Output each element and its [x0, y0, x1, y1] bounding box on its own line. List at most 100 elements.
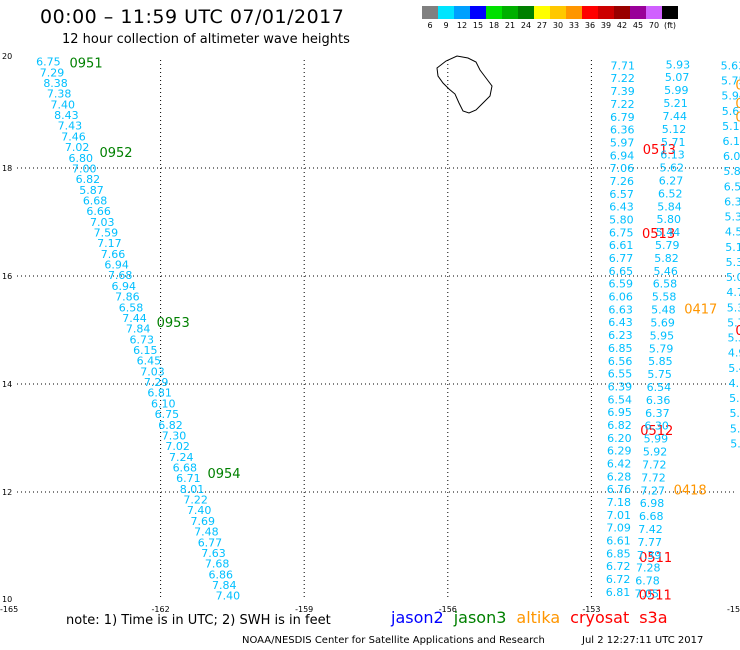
swh-value-altika: 6.30 [644, 420, 669, 433]
colorbar-swatch [646, 6, 662, 19]
swh-value-cryosat: 7.09 [606, 522, 631, 535]
swh-value-cryosat: 6.39 [608, 380, 633, 393]
swh-value-altika: 5.95 [650, 329, 675, 342]
swh-value-s3a: 5. [729, 407, 740, 420]
swh-value-cryosat: 7.39 [610, 85, 635, 98]
y-tick-label: 20 [2, 52, 12, 61]
swh-value-jason3: 7.00 [72, 162, 97, 175]
satellite-legend: jason2 jason3 altika cryosat s3a [391, 608, 678, 627]
swh-value-jason3: 7.48 [194, 526, 219, 539]
swh-value-jason3: 6.58 [119, 301, 144, 314]
swh-value-jason3: 7.29 [40, 66, 64, 79]
x-tick-label: -156 [439, 605, 457, 614]
pass-time-label-jason3: 0954 [207, 467, 240, 482]
swh-value-jason3: 7.66 [101, 248, 126, 261]
swh-value-altika: 5.44 [656, 226, 681, 239]
colorbar-swatch [598, 6, 614, 19]
swh-value-altika: 6.68 [639, 510, 664, 523]
colorbar-swatch [502, 6, 518, 19]
swh-value-s3a: 5.45 [728, 362, 740, 375]
swh-value-jason3: 6.45 [137, 355, 162, 368]
swh-value-s3a: 5.37 [724, 211, 740, 224]
swh-value-cryosat: 6.36 [610, 124, 635, 137]
swh-value-jason3: 6.75 [36, 56, 61, 69]
swh-value-jason3: 7.40 [187, 504, 212, 517]
swh-value-jason3: 7.02 [65, 141, 90, 154]
swh-value-jason3: 7.68 [108, 269, 132, 282]
swh-value-s3a: 5.39 [727, 301, 740, 314]
swh-value-altika: 5.58 [652, 291, 677, 304]
pass-time-label-cryosat: 0513 [643, 143, 676, 158]
swh-value-s3a: 4.55 [725, 226, 740, 239]
swh-value-cryosat: 6.23 [608, 329, 633, 342]
swh-value-cryosat: 6.81 [606, 586, 631, 599]
swh-value-jason3: 7.84 [212, 579, 237, 592]
swh-value-jason3: 8.38 [43, 77, 68, 90]
colorbar-label: 33 [568, 21, 580, 30]
swh-value-cryosat: 6.20 [607, 432, 632, 445]
swh-value-altika: 5.82 [654, 252, 679, 265]
hawaii-island-coastline [436, 55, 493, 114]
swh-value-altika: 5.92 [643, 446, 668, 459]
swh-value-cryosat: 6.54 [608, 393, 633, 406]
swh-value-jason3: 6.15 [133, 344, 158, 357]
swh-value-altika: 5.79 [649, 342, 674, 355]
swh-value-altika: 5.84 [657, 200, 682, 213]
swh-value-jason3: 7.29 [144, 376, 169, 389]
swh-value-s3a: 6.19 [723, 135, 740, 148]
swh-value-jason3: 8.43 [54, 109, 78, 122]
colorbar-swatch [486, 6, 502, 19]
swh-value-cryosat: 6.75 [609, 226, 634, 239]
swh-value-cryosat: 6.79 [610, 111, 635, 124]
pass-time-label-cryosat: 0511 [639, 551, 672, 566]
swh-value-cryosat: 6.55 [608, 368, 633, 381]
swh-value-s3a: 5.75 [727, 316, 740, 329]
colorbar-swatch [614, 6, 630, 19]
swh-value-altika: 6.98 [640, 497, 665, 510]
x-tick-label: -165 [0, 605, 18, 614]
swh-value-altika: 7.28 [636, 562, 661, 575]
legend-cryosat: cryosat [570, 608, 630, 627]
pass-time-label-jason3: 0953 [157, 316, 190, 331]
swh-value-altika: 5.99 [664, 84, 689, 97]
swh-value-jason3: 6.94 [112, 280, 137, 293]
swh-value-s3a: 5.06 [726, 271, 740, 284]
swh-value-cryosat: 6.42 [607, 457, 632, 470]
swh-value-jason3: 7.68 [205, 558, 230, 571]
swh-value-altika: 5.75 [647, 368, 672, 381]
colorbar-swatch [470, 6, 486, 19]
swh-value-cryosat: 6.82 [607, 419, 632, 432]
swh-value-s3a: 5.2 [729, 392, 740, 405]
swh-value-cryosat: 6.28 [607, 470, 632, 483]
swh-value-jason3: 7.86 [115, 291, 140, 304]
swh-value-jason3: 6.82 [76, 173, 101, 186]
swh-value-s3a: 6.57 [724, 180, 740, 193]
colorbar-label: 18 [488, 21, 500, 30]
edge-time-label: 0 [735, 324, 740, 339]
swh-value-jason3: 6.75 [155, 408, 180, 421]
swh-value-s3a: 5. [730, 422, 740, 435]
swh-value-cryosat: 6.06 [608, 291, 633, 304]
edge-time-label: 0 [735, 97, 740, 112]
swh-value-altika: 5.62 [660, 162, 685, 175]
swh-value-altika: 5.71 [661, 136, 686, 149]
swh-value-jason3: 6.94 [104, 259, 128, 272]
swh-value-altika: 5.48 [651, 304, 676, 317]
swh-value-jason3: 7.44 [122, 312, 147, 325]
swh-value-jason3: 6.82 [158, 419, 183, 432]
x-tick-label: -159 [295, 605, 313, 614]
swh-value-cryosat: 5.80 [609, 213, 634, 226]
swh-value-s3a: 6.02 [723, 150, 740, 163]
swh-value-cryosat: 7.06 [610, 162, 635, 175]
swh-value-cryosat: 7.18 [607, 496, 632, 509]
pass-time-label-cryosat: 0512 [640, 424, 673, 439]
swh-value-jason3: 6.80 [68, 152, 93, 165]
swh-value-jason3: 7.59 [94, 227, 119, 240]
colorbar-label: 12 [456, 21, 468, 30]
swh-value-s3a: 5.94 [721, 90, 740, 103]
swh-value-s3a: 5. [730, 437, 740, 450]
swh-value-cryosat: 7.22 [610, 72, 635, 85]
swh-value-altika: 7.77 [638, 536, 663, 549]
x-tick-label: -153 [582, 605, 600, 614]
colorbar-swatch [534, 6, 550, 19]
